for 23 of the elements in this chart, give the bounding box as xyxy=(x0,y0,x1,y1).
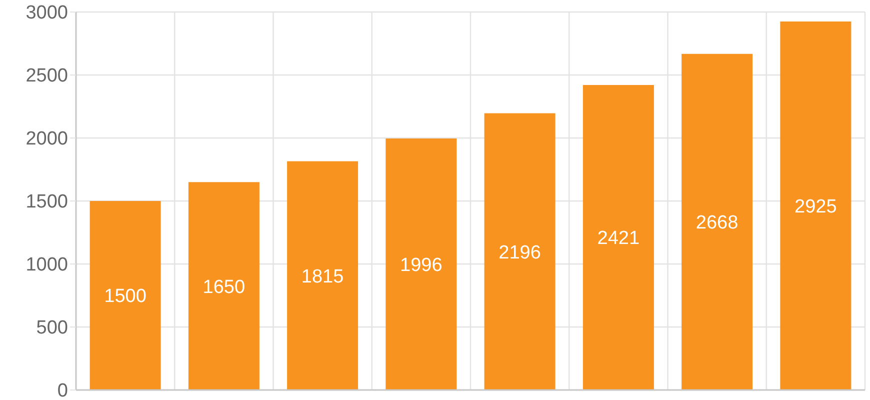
bar xyxy=(780,21,852,390)
data-label: 1996 xyxy=(400,254,442,276)
bar xyxy=(386,138,457,390)
data-label: 2668 xyxy=(696,212,738,234)
data-label: 1500 xyxy=(104,286,146,308)
bar xyxy=(287,161,358,390)
y-tick-label: 2500 xyxy=(26,66,68,87)
y-tick-label: 1000 xyxy=(26,254,68,276)
y-tick-label: 2000 xyxy=(26,128,68,150)
data-label: 2421 xyxy=(597,228,640,250)
bar xyxy=(90,201,161,390)
data-label: 2925 xyxy=(794,196,837,218)
bar xyxy=(188,182,260,390)
y-tick-label: 0 xyxy=(57,380,68,400)
bar xyxy=(484,113,556,390)
data-label: 2196 xyxy=(498,242,541,264)
bar xyxy=(582,84,654,390)
bar xyxy=(682,54,753,390)
y-tick-label: 3000 xyxy=(26,2,68,24)
data-label: 1815 xyxy=(301,266,344,288)
data-label: 1650 xyxy=(202,276,246,298)
y-tick-label: 1500 xyxy=(26,192,68,213)
y-tick-label: 500 xyxy=(36,318,68,339)
